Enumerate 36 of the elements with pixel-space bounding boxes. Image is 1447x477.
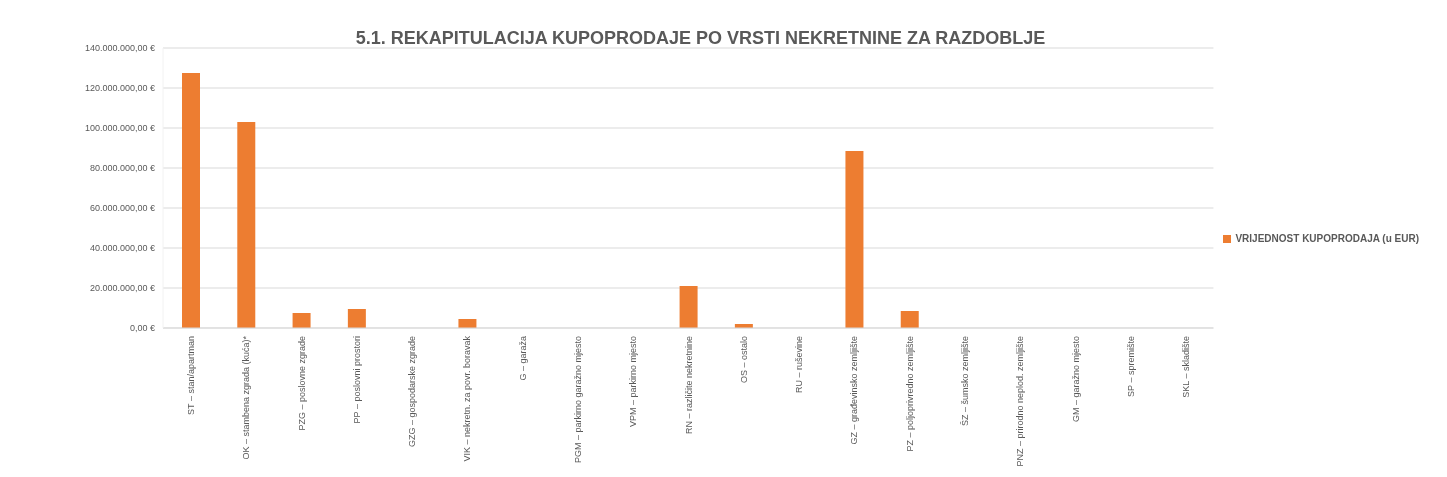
bar (679, 286, 698, 328)
x-tick-label: ŠZ – šumsko zemljište (960, 336, 971, 427)
x-tick-label: RU – ruševine (794, 336, 805, 394)
x-tick-label: SKL – skladište (1181, 336, 1192, 398)
x-tick-label: OS – ostalo (738, 336, 749, 384)
x-tick-label: VPM – parkirno mjesto (628, 336, 639, 428)
x-tick-label: OK – stambena zgrada (kuća)* (241, 335, 252, 460)
y-tick-label: 80.000.000,00 € (89, 163, 155, 174)
x-tick-label: GZG – gospodarske zgrade (407, 336, 418, 448)
y-tick-label: 60.000.000,00 € (89, 203, 155, 214)
y-tick-label: 40.000.000,00 € (89, 243, 155, 254)
legend-label: VRIJEDNOST KUPOPRODAJA (u EUR) (1235, 232, 1419, 244)
x-tick-label: PP – poslovni prostori (351, 336, 362, 424)
chart-title: 5.1. REKAPITULACIJA KUPOPRODAJE PO VRSTI NEKRETNINE ZA RAZDOBLJE (354, 28, 1047, 49)
y-tick-label: 120.000.000,00 € (84, 83, 155, 94)
x-tick-label: PZ – poljoprivredno zemljište (904, 336, 915, 452)
y-tick-label: 100.000.000,00 € (84, 123, 155, 134)
x-tick-label: GM – garažno mjesto (1070, 336, 1081, 423)
x-tick-label: ST – stan/apartman (186, 336, 197, 415)
bar (347, 309, 366, 328)
x-tick-label: G – garaža (517, 336, 528, 381)
x-tick-label: PGM – parkirno garažno mjesto (573, 336, 584, 464)
bar (900, 311, 919, 328)
bar (845, 151, 864, 328)
x-tick-label: SP – spremište (1125, 336, 1136, 397)
x-tick-label: PZG – poslovne zgrade (296, 336, 307, 431)
y-tick-label: 140.000.000,00 € (84, 43, 155, 54)
bar (237, 122, 256, 328)
bar (182, 73, 200, 328)
x-tick-label: RN – različite nekretnine (683, 336, 694, 435)
bar (292, 313, 311, 328)
y-tick-label: 20.000.000,00 € (89, 283, 155, 294)
y-tick-label: 0,00 € (129, 323, 155, 334)
x-tick-label: GZ – građevinsko zemljište (849, 336, 860, 445)
x-tick-label: VIK – nekretn. za povr. boravak (462, 335, 473, 462)
x-tick-label: PNZ – prirodno neplod. zemljište (1015, 336, 1026, 467)
